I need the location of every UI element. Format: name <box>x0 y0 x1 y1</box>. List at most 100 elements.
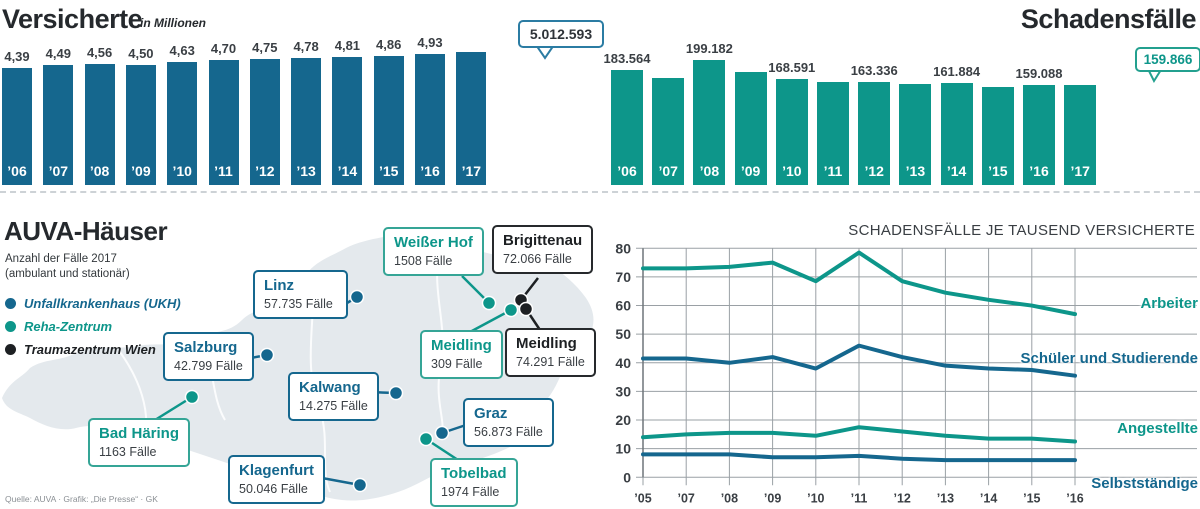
bar-value-label: 4,70 <box>210 40 237 56</box>
series-label: Selbstständige <box>1091 475 1198 492</box>
x-axis-label: ’12 <box>894 491 911 505</box>
y-axis-label: 20 <box>615 412 631 428</box>
bar-value-label: 199.182 <box>685 41 733 56</box>
bar <box>652 78 685 185</box>
location-name: Brigittenau <box>503 232 583 249</box>
location-cases: 56.873 Fälle <box>474 424 543 439</box>
location-cases: 74.291 Fälle <box>516 354 585 369</box>
bar-year-label: ’07 <box>48 163 69 179</box>
location-cases: 309 Fälle <box>431 356 483 371</box>
bar-value-label: 4,75 <box>252 39 278 55</box>
location-name: Meidling <box>516 335 577 352</box>
y-axis-label: 0 <box>623 469 631 485</box>
location-cases: 57.735 Fälle <box>264 296 333 311</box>
bar <box>291 57 322 185</box>
x-axis-label: ’07 <box>678 491 695 505</box>
location-dot-blue <box>388 385 404 401</box>
y-axis-label: 30 <box>615 383 631 399</box>
bar-year-label: ’17 <box>461 163 482 179</box>
bar <box>981 87 1014 185</box>
y-axis-label: 60 <box>615 298 631 314</box>
bar-value-label: 161.884 <box>933 64 981 80</box>
location-dot-teal <box>184 389 200 405</box>
bar-year-label: ’14 <box>946 163 967 179</box>
rate-chart-title: SCHADENSFÄLLE JE TAUSEND VERSICHERTE <box>848 222 1195 239</box>
series-line-blue <box>641 343 1077 378</box>
map-title: AUVA-Häuser <box>4 216 168 246</box>
bar-year-label: ’06 <box>617 163 637 179</box>
map-callout: Kalwang 14.275 Fälle <box>288 372 379 422</box>
bar-value-label: 4,81 <box>334 37 361 53</box>
y-axis-label: 10 <box>615 441 631 457</box>
bar <box>167 61 198 185</box>
location-name: Kalwang <box>299 379 361 396</box>
bar <box>208 59 239 185</box>
bar-year-label: ’10 <box>172 163 192 179</box>
bar <box>899 84 932 185</box>
location-dot-black <box>518 301 534 317</box>
location-name: Klagenfurt <box>239 462 314 479</box>
connector-line <box>469 308 512 334</box>
bar <box>693 60 726 185</box>
map-callout: Klagenfurt 50.046 Fälle <box>228 455 325 505</box>
x-axis-label: ’15 <box>1023 491 1040 505</box>
location-name: Weißer Hof <box>394 234 473 251</box>
legend-item: Traumazentrum Wien <box>5 342 156 357</box>
bar-year-label: ’12 <box>255 163 275 179</box>
location-dot-blue <box>259 347 275 363</box>
bar-value-label: 4,50 <box>128 46 154 62</box>
bar-year-label: ’06 <box>7 163 27 179</box>
versicherte-highlight-callout: 5.012.593 <box>518 20 604 48</box>
bar-year-label: ’10 <box>782 163 802 179</box>
series-line-blue <box>641 452 1077 463</box>
map-callout: Brigittenau 72.066 Fälle <box>492 225 594 275</box>
bar-year-label: ’14 <box>337 163 358 179</box>
bar-value-label: 163.336 <box>850 63 898 79</box>
bar <box>43 65 74 185</box>
blue-marker-icon <box>5 298 16 309</box>
series-line-teal <box>641 250 1077 317</box>
map-callout: Meidling 74.291 Fälle <box>505 328 596 378</box>
location-cases: 1508 Fälle <box>394 253 453 268</box>
legend-item-label: Traumazentrum Wien <box>24 342 156 357</box>
location-dot-teal <box>418 431 434 447</box>
location-name: Salzburg <box>174 339 238 356</box>
series-line-teal <box>641 425 1077 444</box>
map-callout: Meidling 309 Fälle <box>420 330 503 380</box>
bar-value-label: 4,86 <box>376 36 402 52</box>
bar <box>84 63 115 185</box>
bar <box>415 53 445 185</box>
y-axis-label: 80 <box>615 240 631 256</box>
bar-year-label: ’08 <box>89 163 110 179</box>
bar-year-label: ’07 <box>658 163 678 179</box>
bar <box>611 69 643 185</box>
bar <box>940 83 973 185</box>
location-cases: 72.066 Fälle <box>503 251 572 266</box>
location-name: Tobelbad <box>441 465 507 482</box>
bar <box>2 68 32 185</box>
location-cases: 42.799 Fälle <box>174 358 243 373</box>
bar-value-label: 4,93 <box>417 34 443 50</box>
source-credit: Quelle: AUVA · Grafik: „Die Presse“ · GK <box>5 494 158 504</box>
map-callout: Tobelbad 1974 Fälle <box>430 458 518 508</box>
section-divider <box>0 191 1200 193</box>
bar-year-label: ’09 <box>740 163 761 179</box>
bar <box>734 72 767 185</box>
bar-year-label: ’15 <box>378 163 399 179</box>
bar <box>1023 85 1055 185</box>
legend-item-label: Reha-Zentrum <box>24 319 113 334</box>
bar-year-label: ’13 <box>296 163 316 179</box>
bar <box>125 65 156 185</box>
bar-value-label: 4,49 <box>45 46 71 62</box>
location-dot-blue <box>352 477 368 493</box>
bar-value-label: 168.591 <box>768 60 816 76</box>
y-axis-label: 40 <box>615 355 631 371</box>
x-axis-label: ’08 <box>721 491 738 505</box>
bar-year-label: ’11 <box>214 163 233 179</box>
bar <box>817 82 849 185</box>
bar-value-label: 4,56 <box>86 44 113 60</box>
black-marker-icon <box>5 344 16 355</box>
series-label: Angestellte <box>1117 420 1198 437</box>
location-name: Linz <box>264 277 294 294</box>
